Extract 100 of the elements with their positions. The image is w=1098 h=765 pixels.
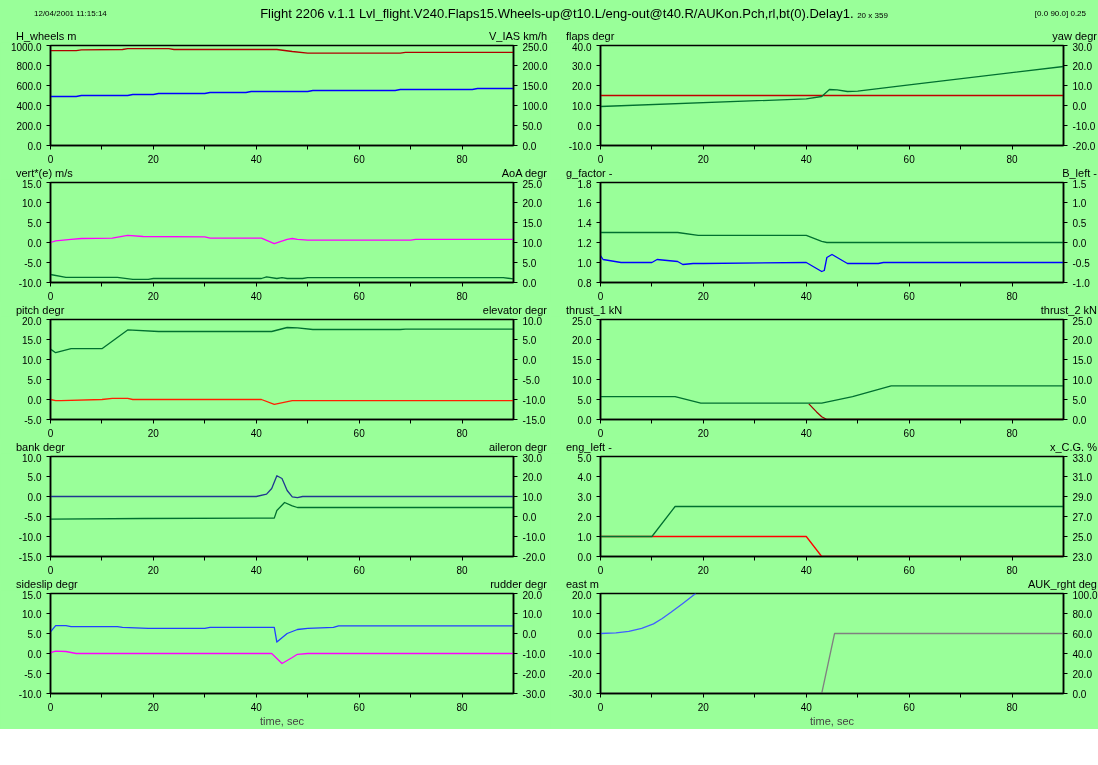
x-tick-label: 20 (697, 153, 710, 165)
line-series (600, 231, 1064, 244)
y2-tick-label: 0.0 (522, 511, 537, 523)
y2-tick-label: 15.0 (522, 217, 543, 229)
y2-tick-label: 30.0 (522, 452, 543, 464)
y-tick-label: -10.0 (18, 531, 42, 543)
x-tick-label: 60 (903, 290, 916, 302)
x-tick-label: 60 (353, 427, 366, 439)
y-tick-label: -5.0 (24, 511, 42, 523)
x-tick-label: 0 (47, 153, 54, 165)
y2-tick-label: 0.0 (522, 277, 537, 289)
y-tick-label: 10.0 (572, 100, 592, 112)
y-axis-title: pitch degr (15, 303, 65, 317)
x-axis-title: time, sec (809, 714, 855, 727)
x-tick-label: 20 (697, 701, 710, 713)
y-tick-label: 10.0 (22, 354, 42, 366)
y-tick-label: 0.0 (577, 414, 592, 426)
x-tick-label: 20 (697, 564, 710, 576)
y-axis-title: vert*(e) m/s (15, 166, 73, 180)
y-tick-label: 15.0 (22, 178, 42, 190)
x-tick-label: 60 (353, 153, 366, 165)
y-tick-label: -10.0 (568, 648, 592, 660)
line-series (50, 326, 514, 354)
y-tick-label: 20.0 (572, 589, 592, 601)
y-axis-title: eng_left - (565, 440, 612, 454)
text: 20 x 359 (857, 10, 888, 20)
x-tick-label: 20 (697, 290, 710, 302)
y-axis-title: g_factor - (565, 166, 613, 180)
x-tick-label: 60 (903, 153, 916, 165)
y2-tick-label: -10.0 (522, 648, 546, 660)
y2-axis-title: rudder degr (490, 577, 548, 591)
y2-tick-label: 20.0 (522, 471, 543, 483)
y2-axis-title: aileron degr (488, 440, 548, 454)
x-tick-label: 60 (903, 427, 916, 439)
y2-tick-label: 25.0 (522, 178, 543, 190)
x-tick-label: 60 (353, 564, 366, 576)
x-tick-label: 40 (250, 290, 263, 302)
x-tick-label: 20 (147, 564, 160, 576)
x-tick-label: 80 (1006, 564, 1019, 576)
y2-tick-label: -1.0 (1072, 277, 1091, 289)
x-tick-label: 40 (250, 153, 263, 165)
y2-tick-label: 100.0 (522, 100, 548, 112)
x-tick-label: 40 (250, 701, 263, 713)
x-tick-label: 0 (597, 153, 604, 165)
y-tick-label: 10.0 (572, 608, 592, 620)
y2-tick-label: -10.0 (522, 394, 546, 406)
y2-tick-label: 10.0 (522, 315, 543, 327)
y2-tick-label: 15.0 (1072, 354, 1093, 366)
y-tick-label: 5.0 (27, 628, 42, 640)
y2-tick-label: 80.0 (1072, 608, 1093, 620)
y2-tick-label: 1.5 (1072, 178, 1087, 190)
y-tick-label: 20.0 (572, 334, 592, 346)
y-tick-label: 0.0 (577, 628, 592, 640)
y-axis-title: H_wheels m (16, 29, 77, 43)
y2-tick-label: 10.0 (1072, 374, 1093, 386)
y-tick-label: 5.0 (27, 217, 42, 229)
x-tick-label: 40 (800, 290, 813, 302)
y2-tick-label: 150.0 (522, 80, 548, 92)
x-tick-label: 0 (47, 701, 54, 713)
x-tick-label: 80 (1006, 290, 1019, 302)
y-axis-title: east m (565, 577, 600, 591)
y2-tick-label: 0.0 (1072, 100, 1087, 112)
y-tick-label: 1.0 (577, 257, 592, 269)
y-tick-label: -30.0 (568, 688, 592, 700)
x-tick-label: 60 (353, 701, 366, 713)
y-tick-label: 0.0 (27, 648, 42, 660)
x-tick-label: 20 (147, 153, 160, 165)
y2-tick-label: 0.0 (1072, 237, 1087, 249)
text: [0.0 90.0] 0.25 (1033, 8, 1087, 20)
x-tick-label: 40 (800, 427, 813, 439)
y-tick-label: 40.0 (572, 41, 592, 53)
y-tick-label: 1.8 (577, 178, 592, 190)
y-tick-label: -15.0 (18, 551, 42, 563)
y-tick-label: 30.0 (572, 60, 592, 72)
y2-tick-label: -20.0 (522, 551, 546, 563)
x-tick-label: 80 (456, 153, 469, 165)
text: Flight 2206 v.1.1 Lvl_flight.V240.Flaps15.Wheels-up@t10.L/eng-out@t40.R/AUKon.Pch,rl,bt(0).Delay1. (260, 5, 854, 21)
x-tick-label: 20 (147, 290, 160, 302)
line-series (50, 650, 514, 665)
y-tick-label: 1.2 (577, 237, 592, 249)
x-tick-label: 20 (697, 427, 710, 439)
y2-tick-label: 20.0 (1072, 60, 1093, 72)
y2-tick-label: 23.0 (1072, 551, 1093, 563)
y2-tick-label: 0.0 (522, 354, 537, 366)
y-tick-label: 600.0 (16, 80, 42, 92)
y2-axis-title: elevator degr (482, 303, 548, 317)
y2-axis-title: x_C.G. % (1049, 440, 1098, 454)
x-tick-label: 0 (47, 290, 54, 302)
y-axis-title: flaps degr (565, 29, 615, 43)
line-series (50, 501, 514, 520)
y-tick-label: 10.0 (22, 608, 42, 620)
y-tick-label: 15.0 (572, 354, 592, 366)
x-tick-label: 0 (597, 290, 604, 302)
y2-tick-label: 40.0 (1072, 648, 1093, 660)
x-tick-label: 0 (597, 427, 604, 439)
x-tick-label: 80 (456, 290, 469, 302)
y-tick-label: -5.0 (24, 414, 42, 426)
y2-tick-label: 29.0 (1072, 491, 1093, 503)
y2-tick-label: 10.0 (1072, 80, 1093, 92)
y2-tick-label: 60.0 (1072, 628, 1093, 640)
